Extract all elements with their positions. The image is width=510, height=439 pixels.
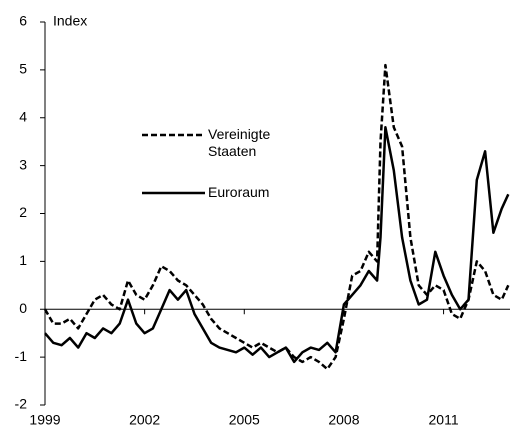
series-line bbox=[44, 126, 510, 364]
y-tick-label: 1 bbox=[19, 252, 27, 268]
y-tick-label: 6 bbox=[19, 13, 27, 29]
x-tick-label: 2008 bbox=[328, 412, 359, 428]
legend-label: Euroraum bbox=[208, 184, 270, 200]
y-tick-label: 0 bbox=[19, 300, 27, 316]
y-tick-label: 5 bbox=[19, 61, 27, 77]
x-tick-label: 2011 bbox=[429, 412, 459, 428]
legend-entry: Euroraum bbox=[208, 184, 270, 200]
y-tick-label: -2 bbox=[15, 396, 28, 412]
y-tick-label: 2 bbox=[19, 204, 27, 220]
y-axis-label: Index bbox=[53, 13, 87, 29]
y-tick-label: -1 bbox=[15, 348, 28, 364]
x-tick-label: 2005 bbox=[229, 412, 260, 428]
y-tick-label: 4 bbox=[19, 108, 27, 124]
y-tick-label: 3 bbox=[19, 156, 27, 172]
legend-entry: Vereinigte Staaten bbox=[208, 126, 271, 159]
x-tick-label: 1999 bbox=[29, 412, 60, 428]
legend-label: Vereinigte Staaten bbox=[208, 126, 271, 159]
x-tick-label: 2002 bbox=[129, 412, 160, 428]
